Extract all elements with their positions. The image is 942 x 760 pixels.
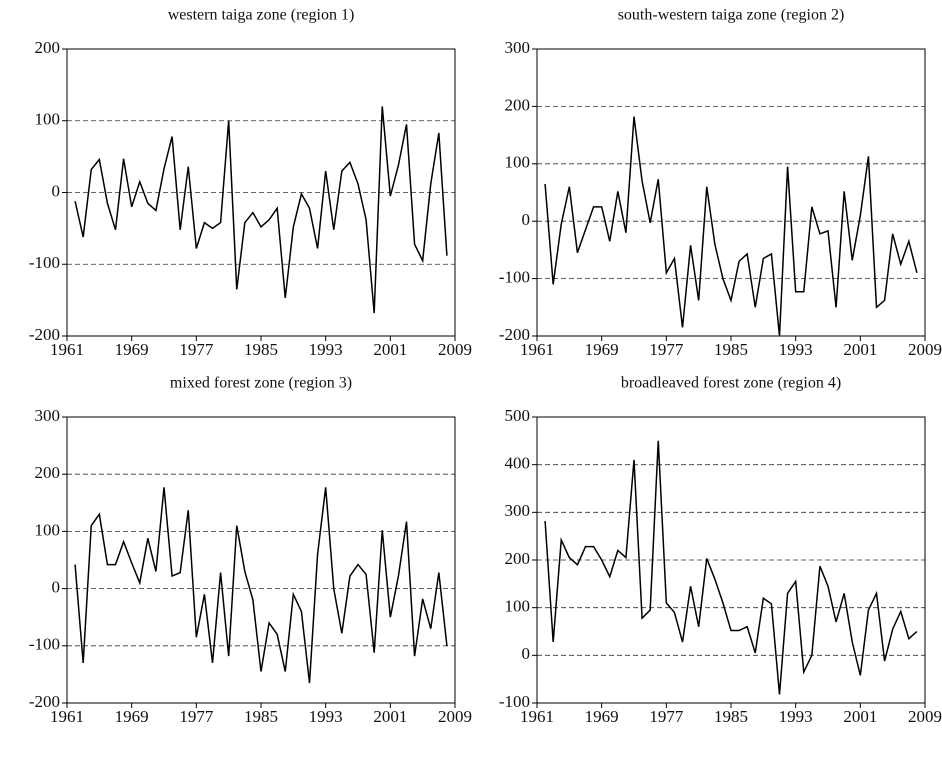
y-tick-label: 100 bbox=[35, 110, 61, 129]
x-tick-label: 1969 bbox=[115, 340, 149, 359]
chart-title: broadleaved forest zone (region 4) bbox=[621, 375, 841, 392]
y-tick-label: 500 bbox=[505, 406, 531, 425]
x-tick-label: 1969 bbox=[115, 707, 149, 726]
x-tick-label: 1993 bbox=[309, 340, 343, 359]
y-tick-label: 300 bbox=[505, 38, 531, 57]
x-tick-label: 2009 bbox=[908, 707, 942, 726]
plot-frame bbox=[536, 416, 926, 704]
x-tick-label: 2009 bbox=[908, 340, 942, 359]
chart-title: south-western taiga zone (region 2) bbox=[618, 7, 845, 24]
x-tick-label: 2001 bbox=[373, 340, 407, 359]
y-tick-label: 100 bbox=[35, 520, 61, 539]
x-tick-label: 1961 bbox=[520, 340, 554, 359]
series-line bbox=[74, 487, 448, 684]
x-tick-label: 1985 bbox=[714, 707, 748, 726]
x-tick-label: 1961 bbox=[520, 707, 554, 726]
chart-title: western taiga zone (region 1) bbox=[168, 7, 355, 24]
x-tick-label: 2001 bbox=[843, 707, 877, 726]
x-tick-label: 1969 bbox=[585, 707, 619, 726]
x-tick-label: 1969 bbox=[585, 340, 619, 359]
series-line bbox=[544, 116, 918, 337]
x-tick-label: 1961 bbox=[50, 707, 84, 726]
y-tick-label: -100 bbox=[29, 635, 60, 654]
x-tick-label: 1977 bbox=[649, 707, 684, 726]
x-tick-label: 1985 bbox=[244, 707, 278, 726]
x-tick-label: 2001 bbox=[373, 707, 407, 726]
x-tick-label: 1985 bbox=[244, 340, 278, 359]
y-tick-label: 0 bbox=[522, 210, 531, 229]
plot-frame bbox=[66, 416, 456, 704]
x-tick-label: 1993 bbox=[779, 340, 813, 359]
plot-frame bbox=[536, 48, 926, 337]
y-tick-label: -100 bbox=[29, 253, 60, 272]
chart-title: mixed forest zone (region 3) bbox=[170, 375, 352, 392]
x-tick-label: 1977 bbox=[179, 707, 214, 726]
x-tick-label: 1993 bbox=[779, 707, 813, 726]
y-tick-label: 0 bbox=[522, 644, 531, 663]
series-line bbox=[74, 106, 448, 314]
y-tick-label: -200 bbox=[29, 692, 60, 711]
series-line bbox=[544, 440, 918, 695]
x-tick-label: 2009 bbox=[438, 340, 472, 359]
y-tick-label: 300 bbox=[505, 501, 531, 520]
x-tick-label: 2001 bbox=[843, 340, 877, 359]
y-tick-label: -100 bbox=[499, 692, 530, 711]
y-tick-label: 100 bbox=[505, 597, 531, 616]
y-tick-label: 200 bbox=[35, 38, 61, 57]
y-tick-label: 100 bbox=[505, 153, 531, 172]
y-tick-label: 200 bbox=[505, 549, 531, 568]
x-tick-label: 1977 bbox=[649, 340, 684, 359]
x-tick-label: 1993 bbox=[309, 707, 343, 726]
y-tick-label: 0 bbox=[52, 578, 61, 597]
y-tick-label: 400 bbox=[505, 454, 531, 473]
y-tick-label: 300 bbox=[35, 406, 61, 425]
y-tick-label: 200 bbox=[505, 95, 531, 114]
y-tick-label: -200 bbox=[499, 325, 530, 344]
x-tick-label: 1985 bbox=[714, 340, 748, 359]
y-tick-label: -200 bbox=[29, 325, 60, 344]
x-tick-label: 1977 bbox=[179, 340, 214, 359]
y-tick-label: 0 bbox=[52, 181, 61, 200]
x-tick-label: 2009 bbox=[438, 707, 472, 726]
x-tick-label: 1961 bbox=[50, 340, 84, 359]
y-tick-label: 200 bbox=[35, 463, 61, 482]
plot-frame bbox=[66, 48, 456, 337]
y-tick-label: -100 bbox=[499, 268, 530, 287]
